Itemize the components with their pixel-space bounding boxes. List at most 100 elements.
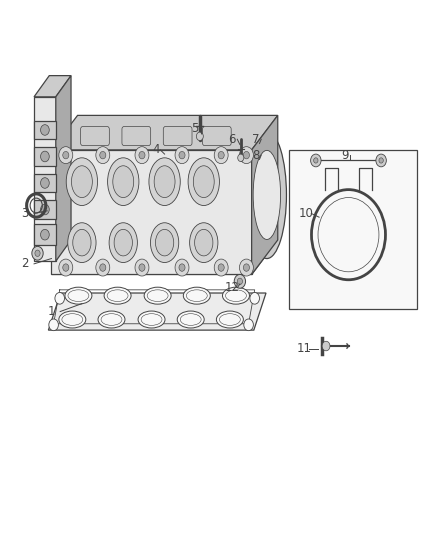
Ellipse shape — [184, 287, 210, 304]
FancyBboxPatch shape — [163, 126, 192, 146]
Ellipse shape — [150, 223, 179, 263]
Circle shape — [59, 259, 73, 276]
Ellipse shape — [71, 166, 92, 198]
Ellipse shape — [109, 223, 138, 263]
Ellipse shape — [73, 229, 91, 256]
Circle shape — [240, 259, 253, 276]
Circle shape — [314, 158, 318, 163]
Ellipse shape — [155, 229, 174, 256]
Circle shape — [96, 147, 110, 164]
Ellipse shape — [68, 223, 96, 263]
Circle shape — [234, 274, 246, 288]
Circle shape — [63, 264, 69, 271]
Circle shape — [41, 177, 49, 188]
Circle shape — [41, 151, 49, 162]
Polygon shape — [34, 200, 56, 219]
Circle shape — [244, 319, 253, 330]
FancyBboxPatch shape — [81, 126, 110, 146]
Circle shape — [96, 259, 110, 276]
Circle shape — [214, 147, 228, 164]
Circle shape — [35, 250, 40, 256]
Circle shape — [237, 278, 243, 285]
Ellipse shape — [194, 229, 213, 256]
Ellipse shape — [113, 166, 134, 198]
Circle shape — [244, 151, 250, 159]
Polygon shape — [34, 224, 56, 245]
Text: 8: 8 — [252, 149, 260, 161]
Circle shape — [63, 151, 69, 159]
Ellipse shape — [190, 223, 218, 263]
Polygon shape — [48, 293, 266, 330]
Ellipse shape — [180, 314, 201, 325]
Polygon shape — [252, 115, 278, 274]
Circle shape — [179, 151, 185, 159]
Circle shape — [214, 259, 228, 276]
Ellipse shape — [66, 158, 98, 206]
Polygon shape — [51, 115, 278, 150]
Ellipse shape — [149, 158, 180, 206]
Ellipse shape — [247, 131, 286, 259]
Circle shape — [49, 319, 58, 330]
Circle shape — [240, 147, 253, 164]
Polygon shape — [56, 76, 71, 261]
Circle shape — [139, 264, 145, 271]
Polygon shape — [51, 240, 278, 274]
Circle shape — [175, 147, 189, 164]
Ellipse shape — [186, 290, 207, 302]
Text: 10: 10 — [299, 207, 314, 220]
Polygon shape — [34, 174, 56, 192]
Circle shape — [179, 264, 185, 271]
Circle shape — [379, 158, 383, 163]
Circle shape — [218, 264, 224, 271]
Ellipse shape — [107, 290, 128, 302]
Ellipse shape — [101, 314, 122, 325]
Polygon shape — [34, 147, 56, 166]
Text: 6: 6 — [228, 133, 236, 146]
Circle shape — [218, 151, 224, 159]
Circle shape — [59, 147, 73, 164]
Circle shape — [244, 264, 250, 271]
Ellipse shape — [141, 314, 162, 325]
Ellipse shape — [188, 158, 219, 206]
Ellipse shape — [253, 150, 281, 239]
Text: 1: 1 — [48, 305, 55, 318]
Circle shape — [196, 132, 203, 141]
Polygon shape — [51, 150, 252, 274]
Circle shape — [100, 264, 106, 271]
Polygon shape — [34, 120, 56, 139]
Ellipse shape — [98, 311, 125, 328]
Circle shape — [32, 246, 43, 260]
Circle shape — [41, 229, 49, 240]
Polygon shape — [34, 76, 71, 97]
Ellipse shape — [223, 287, 250, 304]
Circle shape — [135, 259, 149, 276]
Ellipse shape — [68, 290, 89, 302]
Circle shape — [175, 259, 189, 276]
Text: 7: 7 — [252, 133, 260, 146]
Circle shape — [250, 293, 259, 304]
Text: 11: 11 — [297, 342, 311, 355]
Text: 5: 5 — [191, 122, 199, 135]
Ellipse shape — [154, 166, 175, 198]
Text: 12: 12 — [225, 281, 240, 294]
Ellipse shape — [114, 229, 132, 256]
Circle shape — [135, 147, 149, 164]
Ellipse shape — [226, 290, 247, 302]
Circle shape — [100, 151, 106, 159]
Circle shape — [139, 151, 145, 159]
Ellipse shape — [193, 166, 214, 198]
Text: 9: 9 — [342, 149, 349, 161]
Circle shape — [41, 125, 49, 135]
Ellipse shape — [138, 311, 165, 328]
Ellipse shape — [144, 287, 171, 304]
Polygon shape — [34, 97, 56, 261]
Ellipse shape — [147, 290, 168, 302]
Circle shape — [376, 154, 386, 167]
Ellipse shape — [108, 158, 139, 206]
FancyBboxPatch shape — [122, 126, 151, 146]
Ellipse shape — [104, 287, 131, 304]
Circle shape — [322, 341, 330, 351]
Circle shape — [41, 204, 49, 215]
Text: 3: 3 — [21, 207, 29, 220]
Text: 4: 4 — [152, 143, 159, 156]
